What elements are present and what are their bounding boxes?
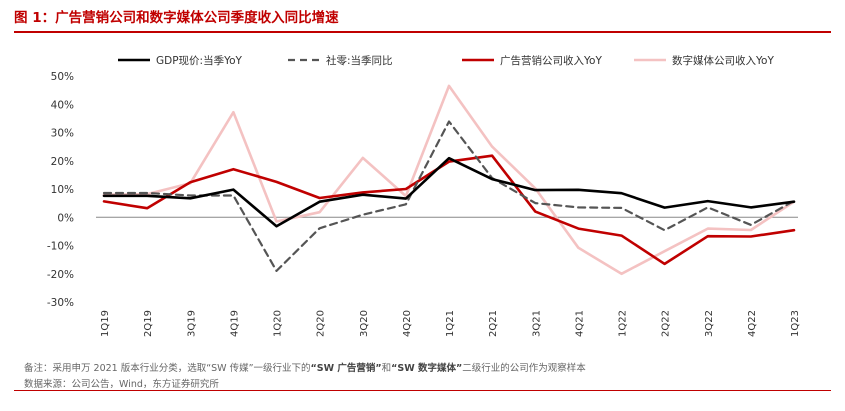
y-tick-label: 20% <box>51 156 74 168</box>
legend-item-3: 广告营销公司收入YoY <box>462 54 602 67</box>
x-tick-label: 3Q22 <box>704 310 715 337</box>
x-tick-label: 3Q20 <box>359 310 370 337</box>
legend: GDP现价:当季YoY 社零:当季同比 广告营销公司收入YoY 数字媒体公司收入YoY <box>118 54 774 67</box>
x-tick-label: 2Q21 <box>488 310 499 337</box>
x-tick-label: 2Q20 <box>316 310 327 337</box>
legend-label: GDP现价:当季YoY <box>156 54 243 67</box>
x-tick-label: 4Q19 <box>229 310 240 337</box>
legend-label: 社零:当季同比 <box>326 54 393 67</box>
x-tick-label: 2Q19 <box>143 310 154 337</box>
x-tick-label: 1Q20 <box>273 310 284 337</box>
series-line-3 <box>102 154 796 266</box>
y-tick-label: 10% <box>51 184 74 196</box>
series-line-2 <box>102 120 796 272</box>
x-tick-label: 4Q21 <box>574 310 585 337</box>
x-tick-label: 1Q22 <box>618 310 629 337</box>
note-text-c: 和 <box>381 363 392 374</box>
note-text-d: “SW 数字媒体” <box>391 363 463 374</box>
x-tick-label: 1Q19 <box>100 310 111 337</box>
legend-item-4: 数字媒体公司收入YoY <box>634 54 774 67</box>
note-sample: 备注：采用申万 2021 版本行业分类，选取“SW 传媒”一级行业下的“SW 广… <box>24 360 586 374</box>
x-tick-label: 4Q20 <box>402 310 413 337</box>
note-text-e: 二级行业的公司作为观察样本 <box>462 363 586 374</box>
y-tick-label: 0% <box>57 212 74 224</box>
x-tick-label: 1Q23 <box>790 310 801 337</box>
plot-area <box>102 84 796 276</box>
y-tick-label: 30% <box>51 128 74 140</box>
x-tick-label: 1Q21 <box>445 310 456 337</box>
y-tick-label: 50% <box>51 71 74 83</box>
y-tick-label: -30% <box>47 297 74 309</box>
bottom-divider <box>14 390 831 391</box>
series-line-4 <box>102 84 796 276</box>
x-tick-label: 3Q19 <box>186 310 197 337</box>
legend-label: 数字媒体公司收入YoY <box>672 54 774 67</box>
note-text-a: 备注：采用申万 2021 版本行业分类，选取“SW 传媒”一级行业下的 <box>24 363 311 374</box>
legend-label: 广告营销公司收入YoY <box>500 54 602 67</box>
y-axis: -30% -20% -10% 0% 10% 20% 30% 40% 50% <box>47 71 74 309</box>
y-tick-label: 40% <box>51 99 74 111</box>
y-tick-label: -20% <box>47 269 74 281</box>
title-divider <box>14 31 831 33</box>
legend-item-1: GDP现价:当季YoY <box>118 54 243 67</box>
x-tick-label: 2Q22 <box>661 310 672 337</box>
legend-item-2: 社零:当季同比 <box>288 54 393 67</box>
x-tick-label: 4Q22 <box>747 310 758 337</box>
note-source: 数据来源：公司公告，Wind，东方证券研究所 <box>24 379 219 390</box>
note-text-b: “SW 广告营销” <box>310 363 382 374</box>
x-tick-label: 3Q21 <box>531 310 542 337</box>
x-axis: 1Q19 2Q19 3Q19 4Q19 1Q20 2Q20 3Q20 4Q20 1Q21 2Q21… <box>96 216 801 337</box>
line-chart: GDP现价:当季YoY 社零:当季同比 广告营销公司收入YoY 数字媒体公司收入YoY… <box>47 54 801 337</box>
series-line-1 <box>102 156 796 228</box>
figure-title: 图 1：广告营销公司和数字媒体公司季度收入同比增速 <box>14 10 339 26</box>
y-tick-label: -10% <box>47 241 74 253</box>
